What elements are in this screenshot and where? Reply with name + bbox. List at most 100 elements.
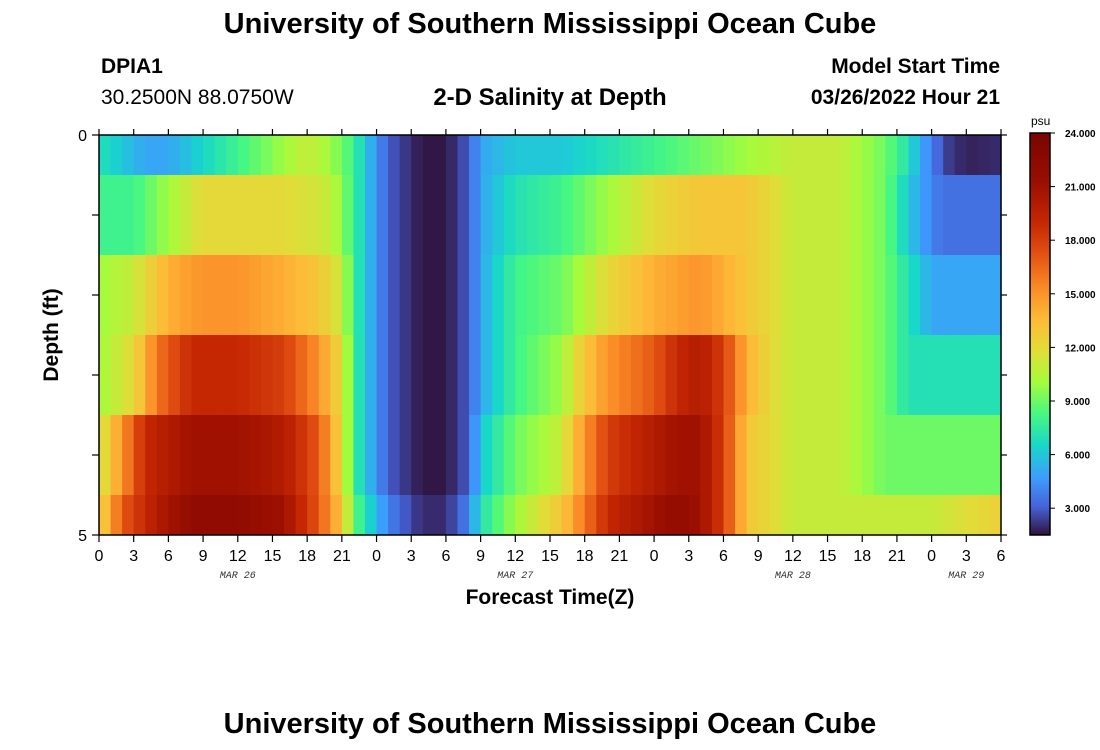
heatmap-cell (307, 335, 320, 416)
heatmap-cell (677, 335, 690, 416)
heatmap-cell (630, 175, 644, 256)
heatmap-cell (237, 495, 250, 536)
heatmap-cell (885, 495, 898, 536)
heatmap-cell (341, 335, 355, 416)
heatmap-cell (156, 415, 169, 496)
heatmap-cell (122, 495, 135, 536)
heatmap-cell (827, 495, 840, 536)
heatmap-cell (99, 335, 112, 416)
heatmap-cell (746, 335, 759, 416)
y-tick-label: 5 (78, 528, 87, 545)
heatmap-cell (353, 175, 366, 256)
heatmap-cell (526, 495, 540, 536)
heatmap-cell (862, 175, 875, 256)
heatmap-cell (758, 415, 771, 496)
heatmap-cell (133, 175, 146, 256)
heatmap-cell (931, 495, 944, 536)
heatmap-cell (318, 255, 331, 336)
heatmap-cell (434, 495, 447, 536)
heatmap-cell (920, 335, 933, 416)
heatmap-cell (781, 135, 794, 176)
heatmap-cell (145, 415, 158, 496)
heatmap-cell (804, 135, 817, 176)
heatmap-cell (827, 415, 840, 496)
heatmap-cell (596, 135, 609, 176)
heatmap-cell (989, 255, 1002, 336)
heatmap-cell (966, 335, 979, 416)
heatmap-cell (711, 415, 725, 496)
heatmap-cell (977, 175, 991, 256)
heatmap-cell (260, 415, 274, 496)
heatmap-cell (735, 175, 748, 256)
y-tick-label: 0 (78, 128, 87, 145)
heatmap-cell (688, 175, 701, 256)
heatmap-cell (862, 255, 875, 336)
heatmap-cell (642, 135, 655, 176)
heatmap-cell (214, 335, 227, 416)
heatmap-cell (318, 175, 331, 256)
colorbar-unit: psu (1031, 114, 1050, 128)
heatmap-cell (249, 255, 262, 336)
heatmap-cell (341, 135, 355, 176)
heatmap-cell (295, 495, 308, 536)
heatmap-cell (538, 135, 551, 176)
heatmap-cell (735, 415, 748, 496)
heatmap-cell (573, 415, 586, 496)
heatmap-cell (203, 175, 216, 256)
heatmap-cell (469, 335, 482, 416)
heatmap-cell (503, 255, 516, 336)
heatmap-cell (954, 255, 967, 336)
heatmap-cell (596, 255, 609, 336)
heatmap-cell (526, 415, 540, 496)
heatmap-cell (203, 335, 216, 416)
heatmap-cell (353, 415, 366, 496)
heatmap-cell (364, 175, 378, 256)
heatmap-cell (723, 175, 736, 256)
heatmap-cell (665, 175, 678, 256)
heatmap-cell (550, 255, 563, 336)
heatmap-cell (746, 175, 759, 256)
heatmap-cell (318, 495, 331, 536)
heatmap-cell (341, 175, 355, 256)
heatmap-cell (908, 175, 921, 256)
x-tick-label: 3 (129, 548, 138, 565)
heatmap-cell (480, 135, 493, 176)
x-tick-label: 0 (372, 548, 381, 565)
colorbar-tick-label: 24.000 (1065, 129, 1096, 140)
heatmap-cell (850, 255, 863, 336)
heatmap-cell (284, 415, 297, 496)
heatmap-cell (214, 255, 227, 336)
heatmap-cell (815, 415, 829, 496)
heatmap-cell (989, 135, 1002, 176)
heatmap-cell (284, 495, 297, 536)
x-axis-ticks: 0 3 6 9 12 15 18 21 0 3 6 9 12 15 18 21 0 3 6 9 12 15 18 21 0 3 6 (95, 129, 1006, 565)
heatmap-cell (966, 175, 979, 256)
heatmap-cell (353, 495, 366, 536)
heatmap-cell (873, 495, 886, 536)
heatmap-cell (191, 175, 204, 256)
heatmap-cell (723, 255, 736, 336)
heatmap-cell (330, 135, 343, 176)
heatmap-cell (480, 335, 493, 416)
heatmap-cell (526, 135, 540, 176)
footer-title: University of Southern Mississippi Ocean… (223, 708, 877, 740)
heatmap-cell (908, 135, 921, 176)
heatmap-cell (885, 335, 898, 416)
heatmap-cell (584, 415, 597, 496)
heatmap-cell (850, 335, 863, 416)
colorbar-ticks: 24.000 21.000 18.000 15.000 12.000 9.000 6.000… (1050, 129, 1096, 515)
heatmap-cell (954, 335, 967, 416)
heatmap-cell (735, 255, 748, 336)
heatmap-cell (839, 495, 852, 536)
heatmap-cell (989, 495, 1002, 536)
heatmap-cell (272, 495, 285, 536)
heatmap-cell (364, 495, 378, 536)
heatmap-cell (896, 335, 910, 416)
heatmap-cell (954, 415, 967, 496)
heatmap-cell (630, 135, 644, 176)
heatmap-cell (341, 415, 355, 496)
heatmap-cell (792, 335, 806, 416)
heatmap-cell (688, 135, 701, 176)
heatmap-cell (341, 255, 355, 336)
heatmap-cell (515, 175, 528, 256)
